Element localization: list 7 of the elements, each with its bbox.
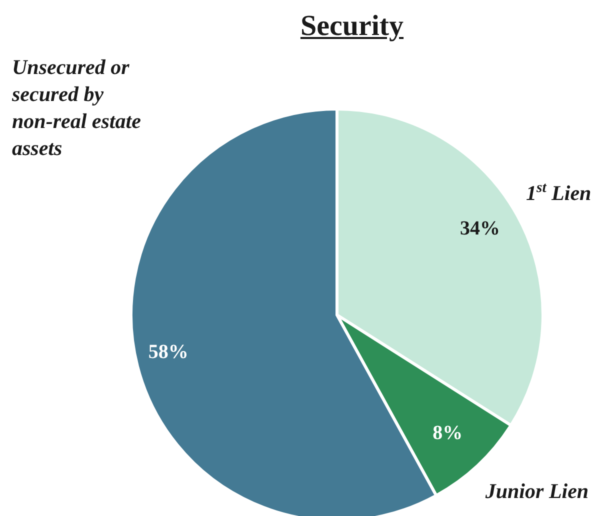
slice-label: Junior Lien bbox=[484, 479, 589, 504]
data-label: 8% bbox=[432, 422, 463, 444]
chart-title: Security bbox=[300, 10, 404, 43]
slice-label: Unsecured or secured by non-real estate assets bbox=[11, 55, 141, 160]
slice-label: 1$^{st}$ Lien bbox=[526, 180, 592, 206]
data-label: 34% bbox=[460, 218, 500, 240]
data-label: 58% bbox=[148, 341, 188, 364]
